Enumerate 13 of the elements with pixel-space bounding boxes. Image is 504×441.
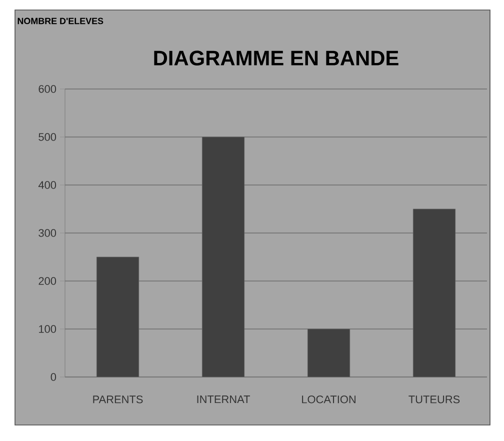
y-tick-label: 400: [38, 181, 56, 189]
y-tick-label: 0: [50, 373, 56, 381]
y-tick-label: 500: [38, 133, 56, 141]
x-tick-label: INTERNAT: [197, 396, 250, 404]
y-tick-label: 600: [38, 85, 56, 93]
y-tick-label: 300: [38, 229, 56, 237]
y-tick-label: 100: [39, 325, 56, 333]
chart-title: DIAGRAMME EN BANDE: [154, 50, 398, 66]
x-tick-label: PARENTS: [93, 396, 143, 404]
x-tick-label: LOCATION: [302, 396, 356, 404]
y-tick-label: 200: [38, 277, 56, 285]
x-tick-label: TUTEURS: [408, 396, 460, 404]
text: NOMBRE D'ELEVES: [18, 18, 104, 24]
